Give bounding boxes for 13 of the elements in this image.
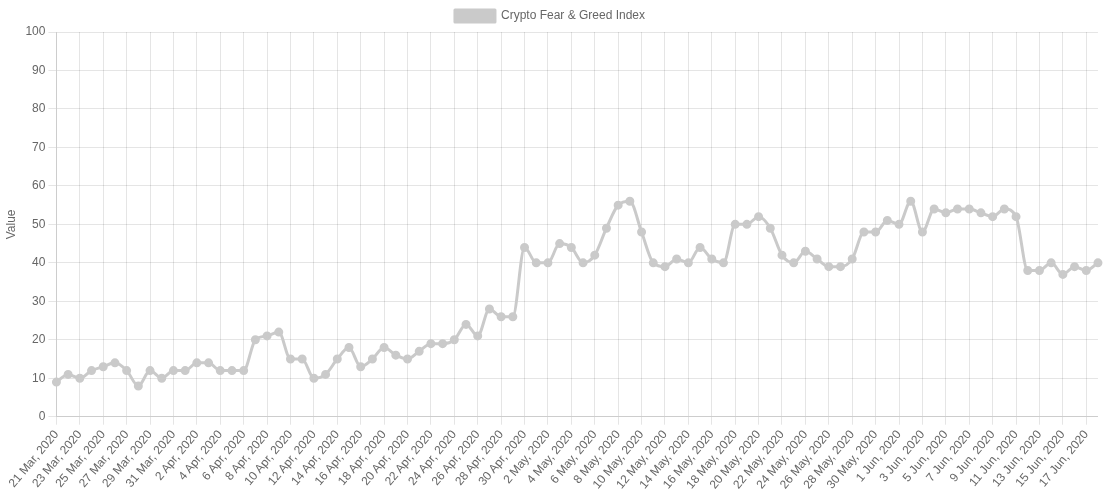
y-tick-label: 100 (25, 24, 46, 39)
y-tick-label: 50 (32, 216, 46, 231)
y-tick-label: 90 (32, 62, 46, 77)
y-tick-label: 20 (32, 332, 46, 347)
y-tick-label: 30 (32, 293, 46, 308)
legend-label: Crypto Fear & Greed Index (500, 8, 646, 23)
y-tick-label: 80 (32, 101, 46, 116)
y-axis-title: Value (3, 209, 18, 240)
y-tick-label: 70 (32, 139, 46, 154)
y-tick-label: 10 (32, 370, 46, 385)
y-tick-label: 0 (38, 409, 46, 424)
y-tick-label: 40 (32, 255, 46, 270)
y-tick-label: 60 (32, 178, 46, 193)
